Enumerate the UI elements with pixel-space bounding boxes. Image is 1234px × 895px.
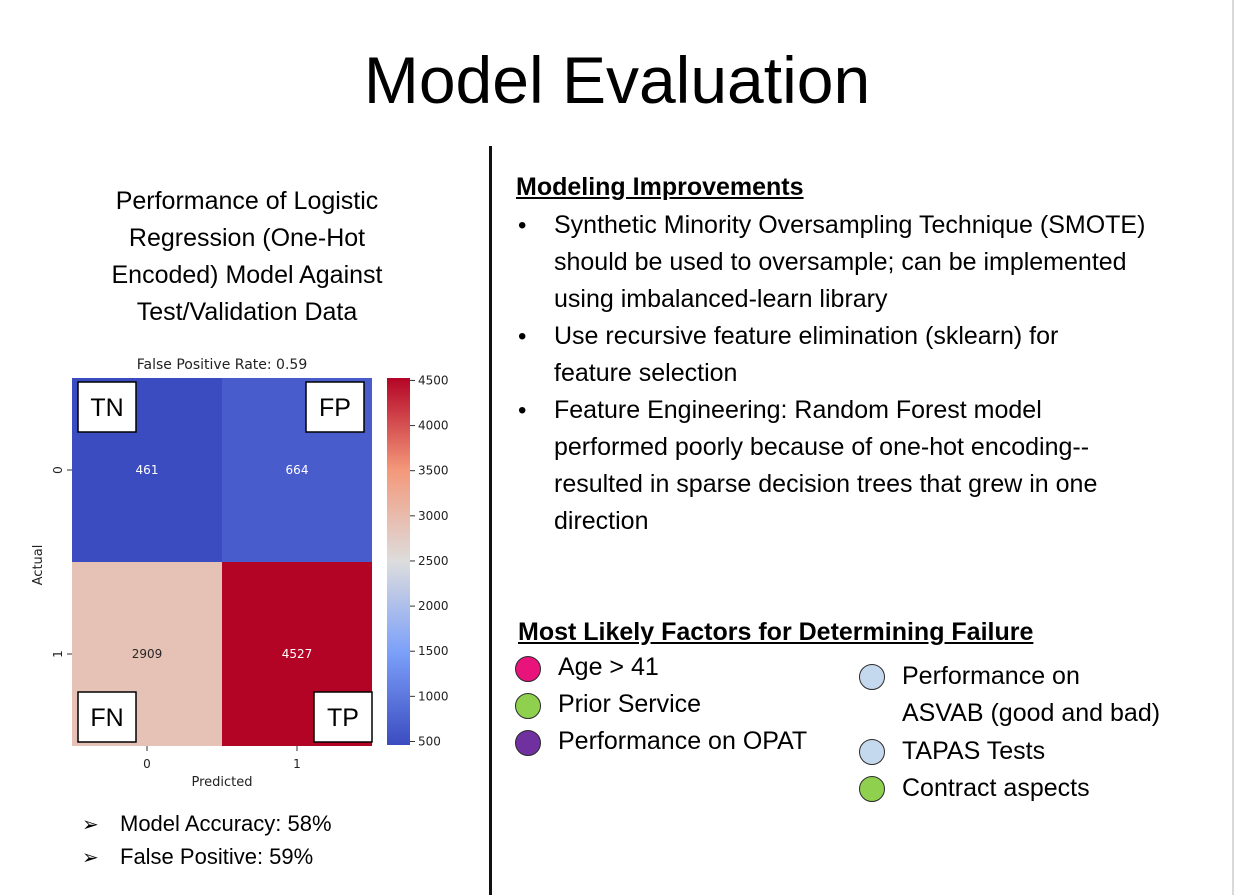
factor-dot-icon	[515, 730, 541, 756]
cell-value-label: 461	[136, 463, 159, 477]
quadrant-label: FP	[319, 394, 351, 422]
colorbar	[387, 378, 410, 745]
slide-title: Model Evaluation	[363, 43, 871, 117]
improvements-list: Synthetic Minority Oversampling Techniqu…	[516, 207, 1226, 540]
improvement-item: Use recursive feature elimination (sklea…	[516, 318, 1226, 392]
colorbar-tick-label: 1500	[418, 644, 449, 658]
quadrant-label-box	[305, 381, 365, 433]
x-tick-label: 0	[143, 757, 151, 771]
factor-label: TAPAS Tests	[902, 737, 1046, 765]
y-axis-label: Actual	[31, 545, 46, 586]
x-tick-label: 1	[293, 757, 301, 771]
factor-label: Performance on ASVAB (good and bad)	[902, 658, 1160, 732]
improvement-line: should be used to oversample; can be imp…	[554, 248, 1127, 276]
factor-dot-icon	[515, 693, 541, 719]
factor-label: Contract aspects	[902, 774, 1090, 802]
colorbar-tick-label: 2500	[418, 554, 449, 568]
improvement-line: feature selection	[554, 359, 738, 387]
colorbar-tick-label: 2000	[418, 599, 449, 613]
caption-line: Test/Validation Data	[136, 298, 358, 326]
y-tick-label: 1	[51, 650, 65, 658]
improvement-item: Feature Engineering: Random Forest model…	[516, 392, 1226, 540]
cell-value-label: 664	[286, 463, 309, 477]
metric-item: ➢ Model Accuracy: 58%	[82, 808, 332, 841]
factor-label: Age > 41	[558, 653, 659, 681]
metric-text: Model Accuracy: 58%	[120, 811, 332, 836]
factor-dot-icon	[859, 664, 885, 690]
quadrant-label-box	[313, 691, 373, 743]
column-divider	[489, 146, 492, 895]
x-axis-label: Predicted	[191, 775, 252, 790]
factor-dot-icon	[515, 656, 541, 682]
quadrant-label: TN	[90, 394, 123, 422]
improvement-line: performed poorly because of one-hot enco…	[554, 433, 1090, 461]
colorbar-tick-label: 1000	[418, 689, 449, 703]
metric-item: ➢ False Positive: 59%	[82, 841, 332, 874]
quadrant-label: FN	[90, 704, 123, 732]
improvement-line: Feature Engineering: Random Forest model	[554, 396, 1042, 424]
factor-label-line: Performance on	[902, 662, 1080, 690]
improvement-line: direction	[554, 507, 649, 535]
improvement-line: Use recursive feature elimination (sklea…	[554, 322, 1059, 350]
improvement-item: Synthetic Minority Oversampling Techniqu…	[516, 207, 1226, 318]
y-tick-label: 0	[51, 466, 65, 474]
caption-line: Performance of Logistic	[115, 187, 379, 215]
factor-label-line: ASVAB (good and bad)	[902, 699, 1161, 727]
cell-value-label: 4527	[282, 647, 313, 661]
improvement-line: using imbalanced-learn library	[554, 285, 888, 313]
improvement-line: resulted in sparse decision trees that g…	[554, 470, 1098, 498]
colorbar-tick-label: 3000	[418, 509, 449, 523]
arrow-bullet-icon: ➢	[82, 814, 99, 836]
factors-heading: Most Likely Factors for Determining Fail…	[518, 618, 1034, 646]
confusion-matrix-chart: False Positive Rate: 0.59 461 664 2909 4527…	[31, 357, 449, 790]
caption-line: Encoded) Model Against	[111, 261, 383, 289]
colorbar-tick-label: 500	[418, 734, 441, 748]
metric-text: False Positive: 59%	[120, 844, 314, 869]
colorbar-tick-label: 3500	[418, 464, 449, 478]
quadrant-label-box	[77, 691, 137, 743]
chart-title: False Positive Rate: 0.59	[137, 357, 307, 373]
slide-edge	[1232, 0, 1234, 895]
caption-line: Regression (One-Hot	[128, 224, 366, 252]
metrics-list: ➢ Model Accuracy: 58% ➢ False Positive: 59…	[82, 808, 332, 874]
factor-dot-icon	[859, 776, 885, 802]
improvements-heading: Modeling Improvements	[516, 173, 804, 201]
quadrant-label: TP	[327, 704, 359, 732]
factor-label: Performance on OPAT	[558, 727, 808, 755]
improvement-line: Synthetic Minority Oversampling Techniqu…	[554, 211, 1146, 239]
quadrant-label-box	[77, 381, 137, 433]
arrow-bullet-icon: ➢	[82, 847, 99, 869]
colorbar-tick-label: 4500	[418, 373, 449, 387]
cell-value-label: 2909	[132, 647, 163, 661]
factor-dot-icon	[859, 739, 885, 765]
factor-label: Prior Service	[558, 690, 702, 718]
chart-caption: Performance of Logistic Regression (One-…	[72, 183, 422, 331]
colorbar-tick-label: 4000	[418, 419, 449, 433]
